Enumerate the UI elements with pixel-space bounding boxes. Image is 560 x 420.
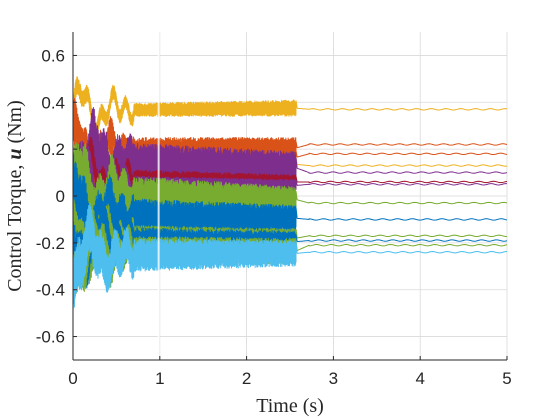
y-tick-label: -0.6: [36, 328, 65, 347]
series-line: [73, 76, 507, 142]
x-tick-label: 1: [155, 369, 164, 388]
y-tick-label: -0.2: [36, 234, 65, 253]
axes: [72, 32, 508, 361]
x-tick-label: 5: [502, 369, 511, 388]
y-axis-title-symbol: u: [4, 149, 26, 160]
y-axis-title-unit: (Nm): [4, 100, 26, 148]
x-tick-label: 3: [329, 369, 338, 388]
y-tick-label: 0.2: [41, 140, 65, 159]
trace-gap: [157, 32, 160, 360]
y-tick-label: 0: [56, 187, 65, 206]
x-tick-label: 0: [68, 369, 77, 388]
x-axis-title: Time (s): [256, 395, 324, 417]
y-tick-label: 0.6: [41, 46, 65, 65]
series-line: [73, 154, 507, 270]
y-axis-title-prefix: Control Torque,: [4, 160, 26, 292]
y-axis-title: Control Torque, u (Nm): [4, 100, 26, 292]
series-group: [73, 32, 507, 360]
series-line: [73, 203, 507, 310]
series-line: [73, 141, 507, 244]
series-line: [73, 97, 507, 192]
y-tick-labels: -0.6 -0.4 -0.2 0 0.2 0.4 0.6: [36, 46, 65, 346]
y-tick-label: -0.4: [36, 281, 65, 300]
x-tick-label: 4: [415, 369, 424, 388]
x-tick-labels: 0 1 2 3 4 5: [68, 369, 511, 388]
y-tick-label: 0.4: [41, 93, 65, 112]
x-tick-label: 2: [242, 369, 251, 388]
